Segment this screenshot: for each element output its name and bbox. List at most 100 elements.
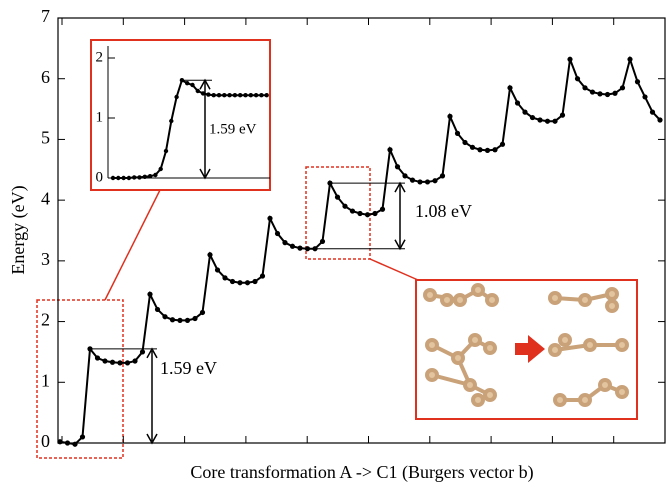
data-point xyxy=(259,273,266,279)
data-point xyxy=(349,208,356,214)
data-point xyxy=(147,291,153,297)
data-point xyxy=(567,56,573,62)
data-point xyxy=(211,93,216,98)
data-point xyxy=(158,166,163,172)
connector xyxy=(369,258,419,281)
data-point xyxy=(537,117,543,123)
data-point xyxy=(184,317,191,323)
data-point xyxy=(507,85,513,91)
data-point xyxy=(589,89,596,95)
data-point xyxy=(492,147,498,153)
x-axis-label: Core transformation A -> C1 (Burgers vec… xyxy=(190,462,533,483)
data-point xyxy=(469,144,476,150)
data-point xyxy=(94,355,101,361)
data-point xyxy=(642,94,648,100)
connector xyxy=(104,189,161,301)
data-point xyxy=(244,280,251,286)
data-point xyxy=(154,306,161,313)
y-tick-label: 0 xyxy=(96,169,104,185)
data-point xyxy=(372,210,378,217)
data-point xyxy=(252,278,258,285)
data-point xyxy=(185,81,190,86)
annotation: 1.59 eV xyxy=(209,121,257,137)
data-point xyxy=(394,164,401,170)
data-point xyxy=(522,109,528,115)
transition-arrow xyxy=(515,335,545,363)
data-point xyxy=(447,113,453,119)
data-point xyxy=(439,173,446,179)
data-point xyxy=(243,93,248,98)
data-point xyxy=(124,360,131,366)
data-point xyxy=(222,93,227,98)
data-point xyxy=(597,91,603,97)
data-point xyxy=(109,359,116,365)
data-point xyxy=(64,440,71,446)
data-point xyxy=(424,179,431,185)
data-point xyxy=(142,174,147,179)
data-point xyxy=(282,240,288,246)
y-tick-label: 7 xyxy=(41,6,50,26)
data-point xyxy=(529,114,536,121)
data-point xyxy=(237,280,243,286)
data-point xyxy=(364,212,371,218)
arrow-head xyxy=(146,433,158,445)
data-point xyxy=(582,85,588,91)
data-point xyxy=(139,349,146,355)
data-point xyxy=(604,91,611,98)
data-point xyxy=(177,317,183,323)
y-tick-label: 6 xyxy=(41,67,50,87)
zoom-box xyxy=(36,299,124,459)
data-point xyxy=(195,88,200,94)
data-point xyxy=(153,172,158,178)
data-point xyxy=(132,175,137,180)
data-point xyxy=(126,175,132,181)
arrow-head xyxy=(199,78,211,90)
annotation: 1.08 eV xyxy=(415,201,472,221)
data-point xyxy=(627,56,633,62)
data-point xyxy=(454,130,461,136)
data-point xyxy=(387,147,393,153)
y-tick-label: 2 xyxy=(96,49,104,65)
data-point xyxy=(192,315,198,322)
arrow-head xyxy=(394,239,406,251)
data-point xyxy=(190,82,195,88)
arrow-head xyxy=(199,168,211,180)
data-point xyxy=(174,94,179,100)
data-point xyxy=(102,358,108,364)
decoration xyxy=(36,39,638,459)
data-point xyxy=(484,147,491,153)
data-point xyxy=(432,178,438,184)
data-point xyxy=(200,91,206,96)
data-point xyxy=(297,245,303,251)
data-point xyxy=(552,118,558,124)
plot-frame xyxy=(57,17,666,444)
data-point xyxy=(267,215,273,221)
annotation: 1.59 eV xyxy=(160,358,217,378)
data-point xyxy=(199,309,206,316)
data-point xyxy=(169,118,174,124)
data-point xyxy=(619,85,626,91)
y-tick-label: 1 xyxy=(41,370,50,390)
data-point xyxy=(132,358,138,364)
data-point xyxy=(207,252,213,258)
arrow-head xyxy=(394,181,406,193)
data-point xyxy=(216,93,222,98)
data-point xyxy=(79,434,86,440)
data-point xyxy=(559,112,566,118)
data-point xyxy=(232,93,238,98)
data-point xyxy=(402,173,408,179)
data-point xyxy=(574,76,581,82)
arrow-head xyxy=(146,347,158,359)
data-point xyxy=(357,210,363,217)
data-point xyxy=(612,90,618,96)
data-point xyxy=(116,175,121,181)
y-tick-label: 2 xyxy=(41,310,50,330)
data-point xyxy=(259,93,264,98)
data-point xyxy=(163,148,169,154)
data-point xyxy=(409,177,416,183)
data-point xyxy=(214,267,221,273)
data-point xyxy=(514,100,521,106)
data-point xyxy=(248,93,253,98)
y-axis-label: Energy (eV) xyxy=(8,185,29,274)
data-point xyxy=(634,79,641,85)
